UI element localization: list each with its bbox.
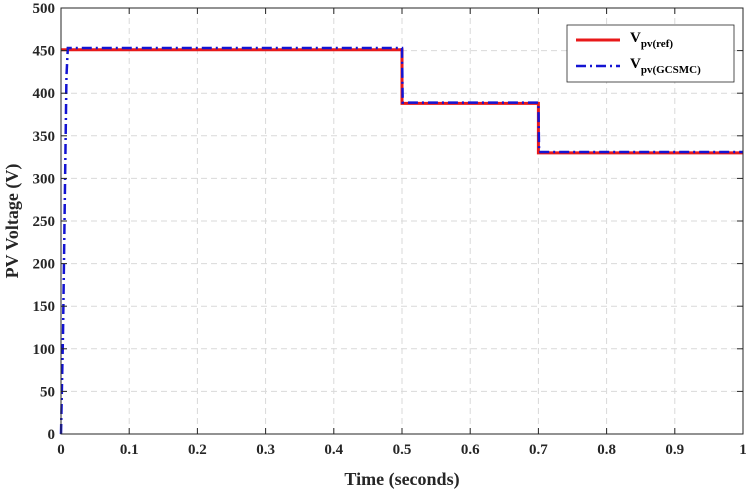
y-tick-label: 100 [33, 342, 56, 358]
axis-ticks [60, 7, 744, 435]
y-tick-label: 200 [33, 257, 56, 273]
x-axis-title: Time (seconds) [344, 469, 459, 490]
x-tick-label: 0.1 [120, 442, 139, 458]
y-tick-label: 450 [33, 44, 56, 60]
y-tick-label: 400 [33, 86, 56, 102]
x-tick-label: 0.3 [256, 442, 275, 458]
y-tick-label: 300 [33, 171, 56, 187]
y-tick-label: 150 [33, 299, 56, 315]
legend-label-gcsmc-sub: pv(GCSMC) [641, 64, 701, 76]
legend-box [566, 24, 735, 83]
y-tick-labels: 0 50 100 150 200 250 300 350 400 450 500 [33, 1, 56, 443]
x-tick-label: 0 [57, 442, 65, 458]
y-axis-title: PV Voltage (V) [2, 164, 23, 279]
legend: Vpv(ref) Vpv(GCSMC) [566, 24, 735, 83]
legend-label-ref: Vpv(ref) [630, 30, 673, 50]
x-tick-label: 0.6 [461, 442, 480, 458]
legend-label-gcsmc: Vpv(GCSMC) [630, 56, 701, 76]
y-tick-label: 250 [33, 214, 56, 230]
legend-label-ref-main: V [630, 30, 641, 46]
x-tick-label: 0.9 [665, 442, 684, 458]
series-layer [59, 46, 743, 435]
series-line-1 [59, 46, 743, 435]
x-tick-label: 0.7 [529, 442, 548, 458]
legend-label-gcsmc-main: V [630, 56, 641, 72]
legend-label-ref-sub: pv(ref) [641, 38, 674, 50]
x-tick-label: 0.5 [393, 442, 412, 458]
y-tick-label: 350 [33, 129, 56, 145]
x-tick-label: 0.2 [188, 442, 207, 458]
y-tick-label: 50 [40, 384, 55, 400]
y-tick-label: 0 [48, 427, 56, 443]
x-tick-label: 0.8 [597, 442, 616, 458]
x-tick-label: 1 [739, 442, 747, 458]
x-tick-label: 0.4 [324, 442, 343, 458]
y-tick-label: 500 [33, 1, 56, 17]
x-tick-labels: 0 0.1 0.2 0.3 0.4 0.5 0.6 0.7 0.8 0.9 1 [57, 442, 747, 458]
